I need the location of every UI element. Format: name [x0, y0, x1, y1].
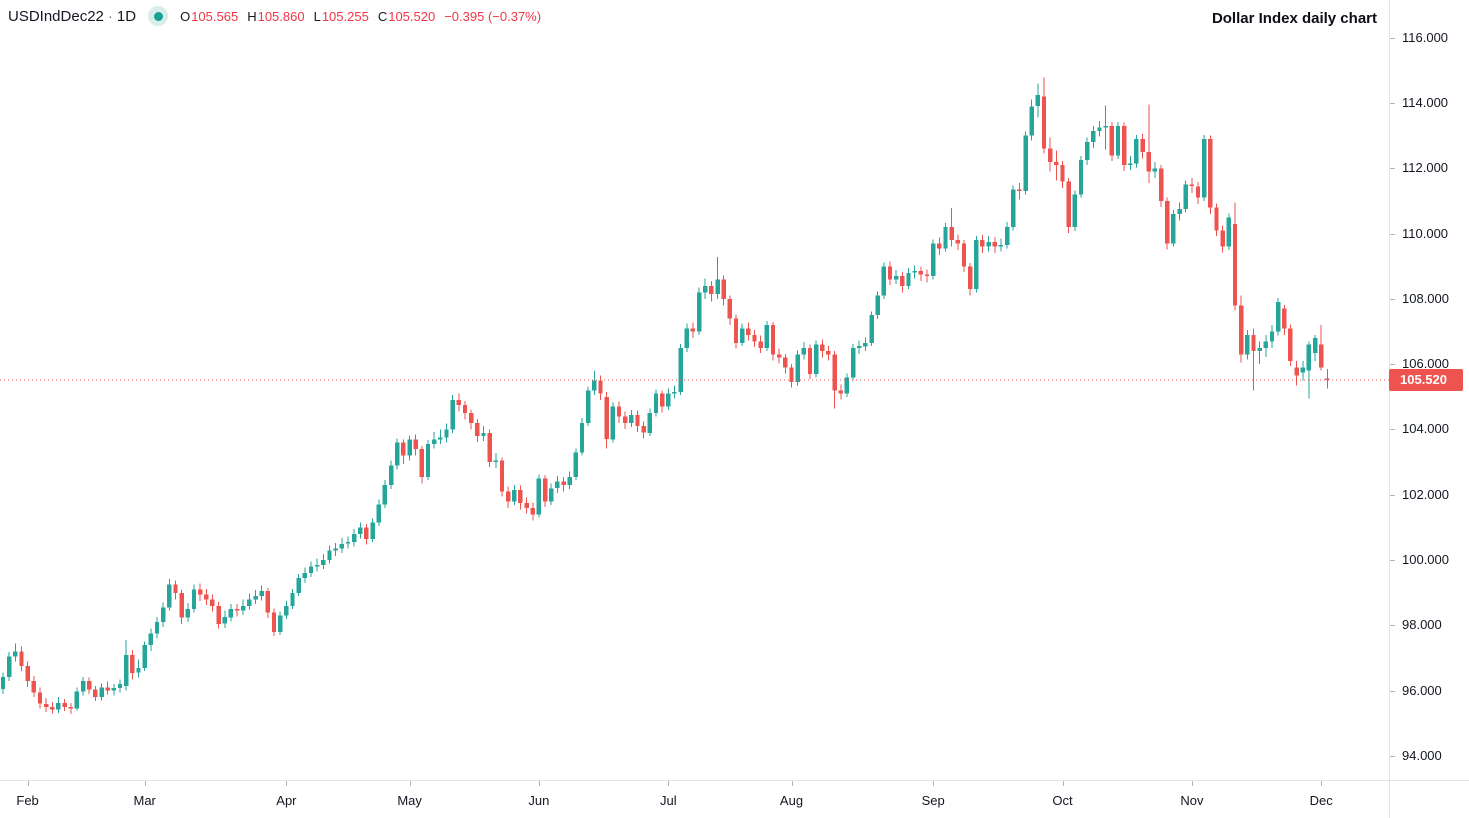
time-axis-label: Aug	[779, 793, 804, 808]
low-value: 105.255	[321, 8, 369, 24]
price-axis-label: 98.000	[1390, 617, 1469, 633]
time-tick-mark	[409, 781, 411, 786]
time-axis-label: Nov	[1180, 793, 1204, 808]
symbol-title[interactable]: USDIndDec22 · 1D	[8, 8, 136, 25]
price-tick-mark	[1390, 625, 1395, 626]
chart-plot-area[interactable]: USDIndDec22 · 1D O 105.565 H 105.860 L 105.25…	[0, 0, 1389, 780]
price-axis-label: 94.000	[1390, 748, 1469, 764]
symbol-interval-separator: ·	[107, 7, 113, 25]
chart-legend: USDIndDec22 · 1D O 105.565 H 105.860 L 105.25…	[8, 6, 541, 26]
price-axis-label: 110.000	[1390, 226, 1469, 242]
high-value-pair: H 105.860	[247, 9, 304, 24]
price-tick-mark	[1390, 560, 1395, 561]
price-tick-mark	[1390, 756, 1395, 757]
price-tick-mark	[1390, 234, 1395, 235]
last-price-label: 105.520	[1389, 369, 1463, 391]
price-tick-mark	[1390, 299, 1395, 300]
time-tick-mark	[538, 781, 540, 786]
open-value: 105.565	[191, 8, 239, 24]
price-axis-label: 116.000	[1390, 30, 1469, 46]
price-axis-label: 96.000	[1390, 683, 1469, 699]
time-tick-mark	[1062, 781, 1064, 786]
time-axis-label: Feb	[16, 793, 39, 808]
chart-watermark-title: Dollar Index daily chart	[1211, 10, 1377, 27]
close-value-pair: C 105.520	[378, 9, 435, 24]
price-axis-label: 108.000	[1390, 291, 1469, 307]
price-axis-label: 106.000	[1390, 356, 1469, 372]
time-axis-label: Jul	[659, 793, 677, 808]
price-tick-mark	[1390, 364, 1395, 365]
price-tick-mark	[1390, 168, 1395, 169]
low-value-pair: L 105.255	[314, 9, 369, 24]
time-axis-label: Sep	[921, 793, 945, 808]
low-label: L	[313, 8, 321, 24]
close-label: C	[377, 8, 388, 24]
close-value: 105.520	[388, 8, 436, 24]
symbol-name: USDIndDec22	[8, 7, 104, 25]
open-value-pair: O 105.565	[180, 9, 238, 24]
time-axis-label: Mar	[133, 793, 156, 808]
time-axis-label: Jun	[528, 793, 550, 808]
price-tick-mark	[1390, 691, 1395, 692]
time-tick-mark	[1191, 781, 1193, 786]
interval-label: 1D	[116, 7, 137, 25]
candles-group	[0, 77, 1330, 715]
time-tick-mark	[933, 781, 935, 786]
data-status-icon[interactable]	[148, 6, 169, 26]
price-tick-mark	[1390, 38, 1395, 39]
time-tick-mark	[144, 781, 146, 786]
time-axis-label: Dec	[1309, 793, 1333, 808]
change-value: −0.395 (−0.37%)	[444, 8, 542, 24]
price-axis-label: 114.000	[1390, 95, 1469, 111]
price-axis-label: 104.000	[1390, 421, 1469, 437]
time-tick-mark	[668, 781, 670, 786]
high-value: 105.860	[257, 8, 305, 24]
time-tick-mark	[286, 781, 288, 786]
data-status-dot-icon	[153, 11, 163, 21]
price-axis-label: 112.000	[1390, 160, 1469, 176]
price-tick-mark	[1390, 429, 1395, 430]
time-axis-label: Oct	[1052, 793, 1073, 808]
price-axis-label: 102.000	[1390, 487, 1469, 503]
time-tick-mark	[1321, 781, 1323, 786]
price-tick-mark	[1390, 103, 1395, 104]
price-tick-mark	[1390, 495, 1395, 496]
time-axis[interactable]: Feb Mar Apr May Jun Jul Aug Sep Oct Nov Dec	[0, 780, 1469, 818]
axis-corner-divider	[1389, 781, 1390, 818]
price-axis-label: 100.000	[1390, 552, 1469, 568]
open-label: O	[180, 8, 191, 24]
ohlc-values-row: O 105.565 H 105.860 L 105.255 C 105.520 −0.3…	[180, 9, 541, 24]
candlestick-plot[interactable]	[0, 0, 1389, 780]
high-label: H	[247, 8, 257, 24]
time-axis-label: Apr	[276, 793, 297, 808]
time-tick-mark	[791, 781, 793, 786]
time-axis-label: May	[397, 793, 422, 808]
time-tick-mark	[27, 781, 29, 786]
